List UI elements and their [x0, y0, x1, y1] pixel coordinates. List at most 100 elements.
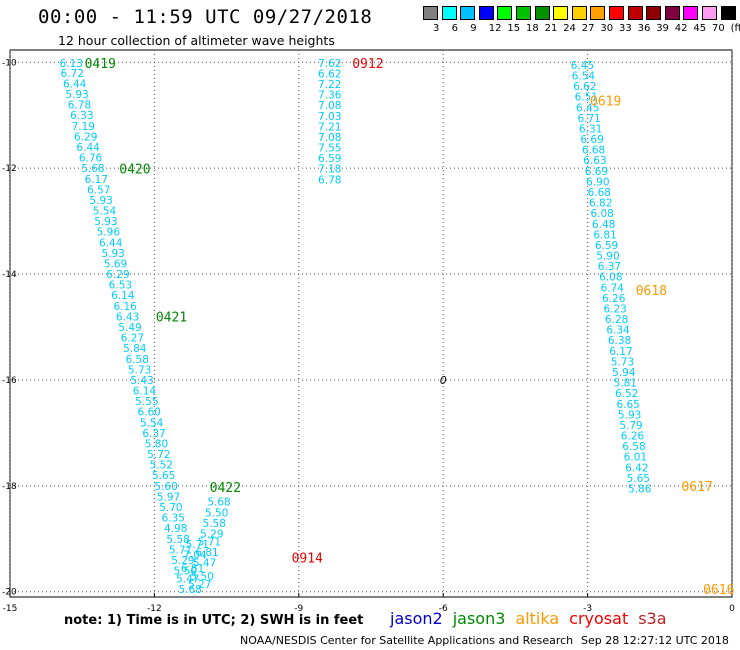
pass-time-label: 0617 [681, 480, 712, 495]
wave-height-value: 6.08 [599, 272, 622, 284]
wave-height-value: 5.79 [619, 420, 642, 432]
legend-swatch [516, 6, 531, 20]
plot-frame [9, 49, 733, 598]
pass-time-label: 0419 [85, 57, 116, 72]
legend-label: 6 [451, 23, 458, 34]
satellite-label: cryosat [569, 609, 629, 628]
legend-label: 15 [507, 23, 521, 34]
legend-label: 36 [637, 23, 651, 34]
wave-height-value: 6.27 [121, 333, 144, 345]
wave-height-value: 6.44 [63, 78, 87, 90]
wave-height-value: 6.74 [601, 282, 625, 294]
wave-height-value: 7.08 [318, 132, 341, 144]
wave-height-value: 5.72 [147, 449, 170, 461]
x-tick-label: -12 [147, 604, 162, 614]
legend-label: 9 [470, 23, 477, 34]
wave-height-value: 6.81 [195, 547, 218, 559]
wave-height-value: 6.68 [582, 145, 605, 157]
wave-height-value: 5.47 [176, 573, 199, 585]
pass-time-label: 0422 [210, 481, 241, 496]
wave-height-value: 5.71 [198, 536, 221, 548]
wave-height-value: 7.22 [318, 79, 341, 91]
wave-height-value: 6.43 [116, 311, 139, 323]
satellite-label: s3a [638, 609, 667, 628]
wave-height-value: 5.65 [152, 470, 175, 482]
wave-height-value: 5.81 [614, 378, 637, 390]
wave-height-value: 5.71 [169, 544, 192, 556]
wave-height-value: 6.23 [603, 303, 626, 315]
wave-height-value: 4.98 [164, 523, 187, 535]
wave-height-value: 5.50 [191, 571, 214, 583]
legend-label: 18 [526, 23, 539, 34]
wave-height-value: 5.68 [207, 497, 230, 509]
legend-label: 3 [433, 23, 440, 34]
legend-swatch [683, 6, 699, 20]
wave-height-value: 5.93 [65, 89, 88, 101]
wave-height-value: 6.58 [622, 441, 645, 453]
wave-height-value: 6.54 [572, 71, 596, 83]
wave-height-value: 6.16 [113, 301, 137, 313]
wave-height-value: 6.58 [126, 354, 149, 366]
wave-height-value: 5.55 [135, 396, 158, 408]
wave-height-value: 6.14 [111, 290, 135, 302]
chart-subtitle: 12 hour collection of altimeter wave hei… [58, 33, 335, 48]
wave-height-value: 6.52 [615, 388, 638, 400]
pass-time-label: 0420 [119, 163, 150, 178]
wave-height-value: 5.68 [81, 163, 104, 175]
wave-height-value: 6.14 [133, 386, 157, 398]
wave-height-value: 5.93 [94, 216, 117, 228]
y-tick-label: -14 [2, 270, 17, 280]
wave-height-value: 6.26 [621, 431, 645, 443]
x-tick-label: -9 [294, 604, 303, 614]
legend-label: 45 [693, 23, 707, 34]
wave-height-value: 6.34 [606, 325, 630, 337]
wave-height-value: 5.49 [118, 322, 141, 334]
wave-height-value: 5.93 [618, 409, 641, 421]
wave-height-value: 7.19 [72, 121, 95, 133]
pass-time-label: 0912 [352, 57, 383, 72]
wave-height-value: 7.04 [183, 550, 207, 562]
wave-height-value: 6.17 [609, 346, 632, 358]
x-tick-label: -15 [3, 604, 18, 614]
wave-height-value: 6.42 [625, 462, 648, 474]
legend-label: 27 [581, 23, 595, 34]
wave-height-value: 6.28 [605, 314, 628, 326]
legend-label: 30 [600, 23, 614, 34]
wave-height-value: 5.65 [627, 473, 650, 485]
x-tick-label: -3 [583, 604, 592, 614]
wave-height-value: 6.68 [588, 187, 611, 199]
legend-label: 70 [712, 23, 725, 34]
wave-height-value: 6.57 [87, 184, 110, 196]
wave-height-value: 6.01 [624, 452, 647, 464]
wave-height-value: 5.93 [101, 248, 124, 260]
wave-height-value: 6.59 [318, 153, 341, 165]
legend-label: 12 [488, 23, 502, 34]
satellite-label: jason2 [390, 609, 443, 628]
wave-height-value: 6.71 [577, 113, 600, 125]
wave-height-value: 5.27 [188, 579, 211, 591]
wave-height-value: 5.50 [205, 507, 228, 519]
wave-height-value: 6.37 [142, 428, 165, 440]
wave-height-value: 7.62 [318, 58, 341, 70]
legend-label: (ft) [730, 23, 740, 34]
legend-swatch [627, 6, 643, 20]
wave-height-value: 6.53 [109, 280, 132, 292]
legend-swatch [441, 6, 457, 20]
wave-height-value: 6.37 [598, 261, 621, 273]
wave-height-value: 6.33 [70, 110, 93, 122]
y-tick-label: -12 [2, 164, 17, 174]
wave-height-value: 6.81 [181, 563, 204, 575]
footer-credit: NOAA/NESDIS Center for Satellite Applica… [240, 634, 574, 647]
wave-height-value: 5.90 [596, 251, 619, 263]
wave-height-value: 5.52 [150, 460, 173, 472]
wave-height-value: 5.93 [89, 195, 112, 207]
wave-height-value: 6.59 [595, 240, 618, 252]
pass-time-label: 0914 [292, 551, 323, 566]
wave-height-value: 7.18 [318, 164, 341, 176]
y-tick-label: -10 [2, 58, 17, 68]
wave-height-value: 6.65 [616, 399, 639, 411]
wave-height-value: 5.47 [193, 558, 216, 570]
legend-swatch [664, 6, 680, 20]
wave-height-value: 6.90 [586, 176, 609, 188]
